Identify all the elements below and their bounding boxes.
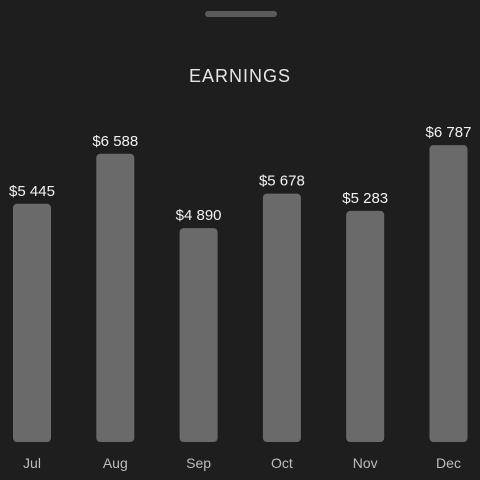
value-label-aug: $6 588 <box>92 133 138 150</box>
bar-jul[interactable] <box>13 203 51 442</box>
bar-sep[interactable] <box>179 228 218 442</box>
bar-nov[interactable] <box>346 210 385 442</box>
value-label-dec: $6 787 <box>426 124 472 141</box>
month-label-oct: Oct <box>271 455 293 471</box>
month-label-nov: Nov <box>353 455 378 471</box>
bar-oct[interactable] <box>262 193 301 442</box>
value-label-sep: $4 890 <box>176 207 222 224</box>
month-label-aug: Aug <box>103 455 128 471</box>
chart-title: EARNINGS <box>188 66 292 86</box>
value-label-nov: $5 283 <box>342 190 388 207</box>
month-label-sep: Sep <box>186 455 211 471</box>
bar-dec[interactable] <box>429 145 468 442</box>
bar-aug[interactable] <box>96 153 135 443</box>
month-label-dec: Dec <box>436 455 461 471</box>
value-label-jul: $5 445 <box>9 183 55 200</box>
value-label-oct: $5 678 <box>259 173 305 190</box>
month-label-jul: Jul <box>23 455 41 471</box>
drag-handle[interactable] <box>205 11 277 17</box>
